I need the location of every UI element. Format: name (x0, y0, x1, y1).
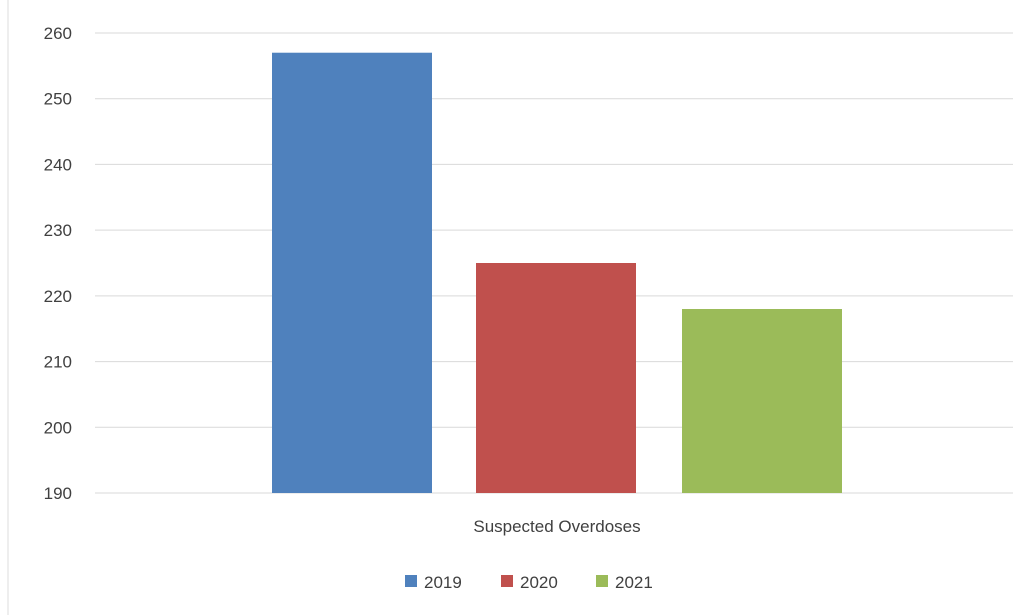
bar-2019[interactable] (272, 52, 432, 493)
y-tick-label: 240 (44, 155, 72, 174)
legend[interactable]: 2019 2020 2021 (405, 573, 653, 592)
y-tick-label: 220 (44, 287, 72, 306)
legend-swatch-2019 (405, 575, 417, 587)
bar-2020[interactable] (476, 263, 636, 493)
y-tick-label: 260 (44, 24, 72, 43)
category-labels: Suspected Overdoses (473, 517, 640, 536)
bar-2021[interactable] (682, 309, 842, 493)
y-tick-label: 230 (44, 221, 72, 240)
legend-label-2021: 2021 (615, 573, 653, 592)
legend-item-2021[interactable]: 2021 (596, 573, 653, 592)
legend-item-2019[interactable]: 2019 (405, 573, 462, 592)
y-tick-label: 190 (44, 484, 72, 503)
y-tick-label: 200 (44, 418, 72, 437)
legend-label-2020: 2020 (520, 573, 558, 592)
y-tick-label: 210 (44, 353, 72, 372)
bars (272, 52, 842, 493)
legend-label-2019: 2019 (424, 573, 462, 592)
category-label: Suspected Overdoses (473, 517, 640, 536)
legend-item-2020[interactable]: 2020 (501, 573, 558, 592)
y-axis-ticks: 190 200 210 220 230 240 250 260 (44, 24, 72, 503)
legend-swatch-2021 (596, 575, 608, 587)
legend-swatch-2020 (501, 575, 513, 587)
y-tick-label: 250 (44, 90, 72, 109)
